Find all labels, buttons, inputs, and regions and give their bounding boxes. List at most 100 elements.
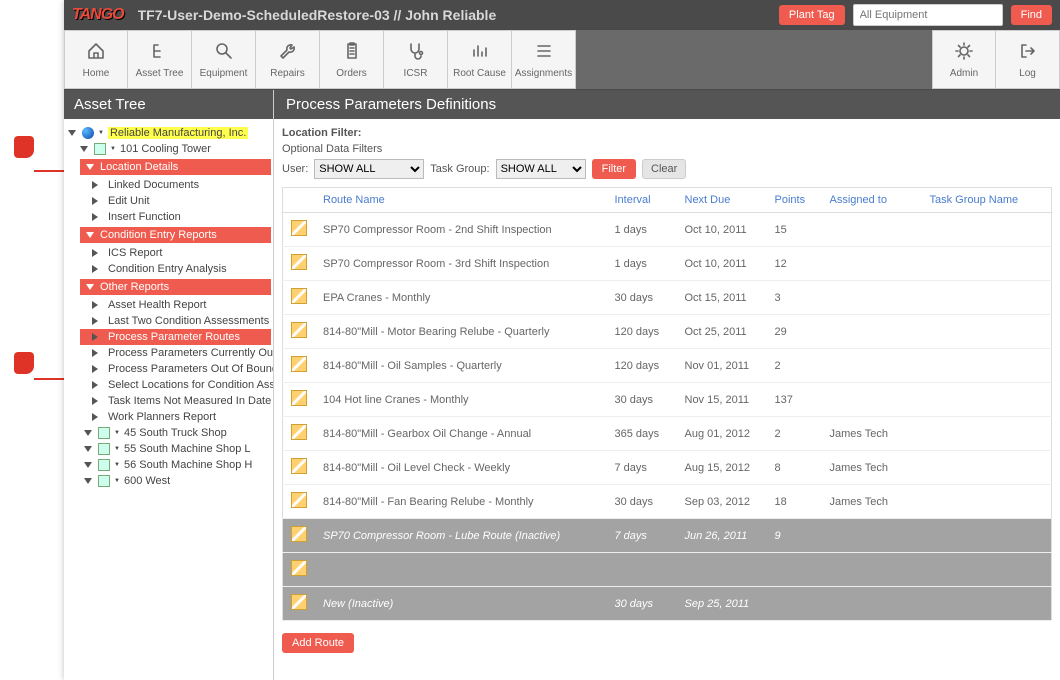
taskgroup-filter-select[interactable]: SHOW ALL bbox=[496, 159, 586, 179]
toolbar-assignments[interactable]: Assignments bbox=[512, 30, 576, 89]
cell-points: 15 bbox=[767, 213, 822, 247]
tree-section-header[interactable]: Location Details bbox=[80, 159, 271, 175]
table-row[interactable]: 814-80"Mill - Oil Level Check - Weekly7 … bbox=[283, 451, 1052, 485]
table-row[interactable]: 814-80"Mill - Motor Bearing Relube - Qua… bbox=[283, 315, 1052, 349]
toolbar-admin[interactable]: Admin bbox=[932, 30, 996, 89]
tree-item[interactable]: ICS Report bbox=[80, 245, 271, 261]
tree-item[interactable]: Asset Health Report bbox=[80, 297, 271, 313]
add-route-button[interactable]: Add Route bbox=[282, 633, 354, 653]
tree-item[interactable]: Work Planners Report bbox=[80, 409, 271, 425]
tree-item[interactable]: Process Parameters Currently Out of Boun bbox=[80, 345, 271, 361]
tree-item[interactable]: Process Parameters Out Of Bounds History bbox=[80, 361, 271, 377]
clear-button[interactable]: Clear bbox=[642, 159, 686, 179]
edit-icon[interactable] bbox=[291, 424, 307, 440]
user-filter-select[interactable]: SHOW ALL bbox=[314, 159, 424, 179]
tree-node[interactable]: ▼ 45 South Truck Shop bbox=[80, 425, 271, 441]
tree-item[interactable]: Process Parameter Routes bbox=[80, 329, 271, 345]
edit-icon[interactable] bbox=[291, 254, 307, 270]
cell-points: 9 bbox=[767, 519, 822, 553]
edit-icon[interactable] bbox=[291, 220, 307, 236]
table-row[interactable]: SP70 Compressor Room - 2nd Shift Inspect… bbox=[283, 213, 1052, 247]
table-row[interactable]: 814-80"Mill - Oil Samples - Quarterly120… bbox=[283, 349, 1052, 383]
toolbar-orders[interactable]: Orders bbox=[320, 30, 384, 89]
taskgroup-filter-label: Task Group: bbox=[430, 163, 489, 175]
cell-assigned bbox=[822, 349, 922, 383]
toolbar-icsr[interactable]: ICSR bbox=[384, 30, 448, 89]
equipment-search-input[interactable] bbox=[853, 4, 1003, 26]
toolbar-equipment[interactable]: Equipment bbox=[192, 30, 256, 89]
tree-item[interactable]: Task Items Not Measured In Date Range bbox=[80, 393, 271, 409]
cell-assigned bbox=[822, 383, 922, 417]
tree-item[interactable]: Last Two Condition Assessments bbox=[80, 313, 271, 329]
tree-icon bbox=[150, 41, 170, 64]
tree-item[interactable]: Insert Function bbox=[80, 209, 271, 225]
table-header[interactable]: Route Name bbox=[315, 188, 607, 213]
optional-filters-label: Optional Data Filters bbox=[282, 143, 1052, 155]
cell-group bbox=[922, 281, 1052, 315]
tree-node-selected[interactable]: ▼ 101 Cooling Tower bbox=[66, 141, 271, 157]
table-row[interactable]: 104 Hot line Cranes - Monthly30 daysNov … bbox=[283, 383, 1052, 417]
toolbar-root-cause[interactable]: Root Cause bbox=[448, 30, 512, 89]
cell-points: 137 bbox=[767, 383, 822, 417]
table-row[interactable]: 814-80"Mill - Fan Bearing Relube - Month… bbox=[283, 485, 1052, 519]
tree-item[interactable]: Select Locations for Condition Assessmen… bbox=[80, 377, 271, 393]
toolbar-label: Root Cause bbox=[453, 68, 506, 79]
location-filter-label: Location Filter: bbox=[282, 127, 361, 139]
toolbar-home[interactable]: Home bbox=[64, 30, 128, 89]
edit-icon[interactable] bbox=[291, 458, 307, 474]
tree-item[interactable]: Condition Entry Analysis bbox=[80, 261, 271, 277]
table-row[interactable]: SP70 Compressor Room - Lube Route (Inact… bbox=[283, 519, 1052, 553]
table-header[interactable]: Task Group Name bbox=[922, 188, 1052, 213]
table-header[interactable]: Interval bbox=[607, 188, 677, 213]
cell-route-name: 814-80"Mill - Gearbox Oil Change - Annua… bbox=[315, 417, 607, 451]
tree-item-label: Asset Health Report bbox=[108, 299, 206, 311]
clipboard-icon bbox=[342, 41, 362, 64]
edit-icon[interactable] bbox=[291, 492, 307, 508]
toolbar-asset-tree[interactable]: Asset Tree bbox=[128, 30, 192, 89]
cell-interval: 30 days bbox=[607, 485, 677, 519]
toolbar-label: Repairs bbox=[270, 68, 304, 79]
table-header[interactable] bbox=[283, 188, 316, 213]
cell-assigned bbox=[822, 281, 922, 315]
edit-icon[interactable] bbox=[291, 356, 307, 372]
asset-tree[interactable]: ▼ Reliable Manufacturing, Inc. ▼ 101 Coo… bbox=[64, 119, 273, 495]
edit-icon[interactable] bbox=[291, 322, 307, 338]
cell-points: 18 bbox=[767, 485, 822, 519]
cell-assigned bbox=[822, 587, 922, 621]
tree-item[interactable]: Edit Unit bbox=[80, 193, 271, 209]
table-row[interactable]: 814-80"Mill - Gearbox Oil Change - Annua… bbox=[283, 417, 1052, 451]
tree-node[interactable]: ▼ 600 West bbox=[80, 473, 271, 489]
edit-icon[interactable] bbox=[291, 390, 307, 406]
plant-tag-button[interactable]: Plant Tag bbox=[779, 5, 845, 25]
tree-node[interactable]: ▼ 56 South Machine Shop H bbox=[80, 457, 271, 473]
expand-icon bbox=[92, 181, 102, 189]
expand-icon bbox=[92, 365, 102, 373]
table-row[interactable] bbox=[283, 553, 1052, 587]
toolbar-repairs[interactable]: Repairs bbox=[256, 30, 320, 89]
cell-route-name: SP70 Compressor Room - Lube Route (Inact… bbox=[315, 519, 607, 553]
cell-next-due: Sep 03, 2012 bbox=[677, 485, 767, 519]
tree-node[interactable]: ▼ 55 South Machine Shop L bbox=[80, 441, 271, 457]
tree-section-header[interactable]: Condition Entry Reports bbox=[80, 227, 271, 243]
table-header[interactable]: Next Due bbox=[677, 188, 767, 213]
table-row[interactable]: New (Inactive)30 daysSep 25, 2011 bbox=[283, 587, 1052, 621]
cell-next-due: Oct 25, 2011 bbox=[677, 315, 767, 349]
filter-button[interactable]: Filter bbox=[592, 159, 636, 179]
table-row[interactable]: SP70 Compressor Room - 3rd Shift Inspect… bbox=[283, 247, 1052, 281]
cell-interval: 30 days bbox=[607, 281, 677, 315]
edit-icon[interactable] bbox=[291, 560, 307, 576]
tree-item[interactable]: Linked Documents bbox=[80, 177, 271, 193]
tree-root[interactable]: ▼ Reliable Manufacturing, Inc. bbox=[66, 125, 271, 141]
edit-icon[interactable] bbox=[291, 288, 307, 304]
table-header[interactable]: Points bbox=[767, 188, 822, 213]
toolbar-log[interactable]: Log bbox=[996, 30, 1060, 89]
tree-section-header[interactable]: Other Reports bbox=[80, 279, 271, 295]
edit-icon[interactable] bbox=[291, 594, 307, 610]
table-header[interactable]: Assigned to bbox=[822, 188, 922, 213]
edit-icon[interactable] bbox=[291, 526, 307, 542]
find-button[interactable]: Find bbox=[1011, 5, 1052, 25]
table-row[interactable]: EPA Cranes - Monthly30 daysOct 15, 20113 bbox=[283, 281, 1052, 315]
cell-route-name: 814-80"Mill - Motor Bearing Relube - Qua… bbox=[315, 315, 607, 349]
bars-icon bbox=[470, 41, 490, 64]
cell-points: 2 bbox=[767, 349, 822, 383]
